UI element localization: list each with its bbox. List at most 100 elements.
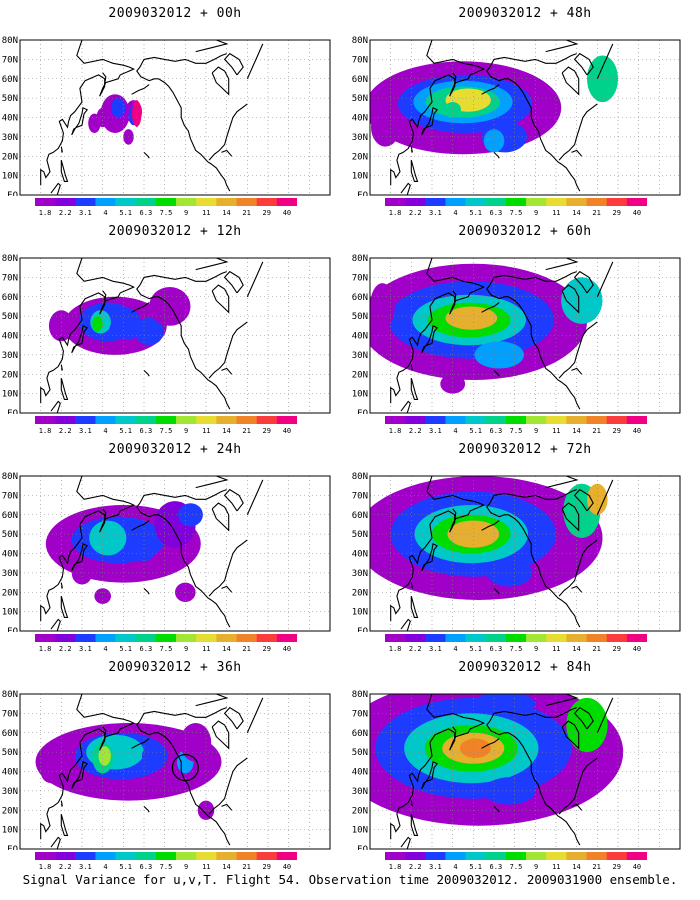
colorbar-label: 7.5 xyxy=(510,427,523,435)
colorbar-swatch xyxy=(586,852,607,860)
colorbar-label: 9 xyxy=(534,427,538,435)
coastline xyxy=(421,542,439,572)
colorbar-swatch xyxy=(405,198,426,206)
colorbar-label: 5.1 xyxy=(469,209,482,217)
variance-map: 80N70N60N50N40N30N20N10NEQ80E100E120E140… xyxy=(352,36,681,196)
colorbar-label: 4 xyxy=(453,427,457,435)
lat-tick-label: 20N xyxy=(2,152,18,162)
variance-map: 80N70N60N50N40N30N20N10NEQ80E100E120E140… xyxy=(2,254,331,414)
coastline xyxy=(211,502,230,532)
colorbar-swatch xyxy=(256,198,278,206)
coastline xyxy=(195,258,229,271)
colorbar-swatch xyxy=(505,416,527,424)
colorbar-swatch xyxy=(95,852,116,860)
colorbar-swatch xyxy=(256,852,278,860)
colorbar-swatch xyxy=(135,416,157,424)
coastline xyxy=(50,836,61,849)
colorbar-label: 6.3 xyxy=(490,427,503,435)
colorbar-label: 4 xyxy=(103,209,107,217)
coastline xyxy=(481,738,500,749)
lat-tick-label: 40N xyxy=(2,332,18,342)
lat-tick-label: 10N xyxy=(2,390,18,400)
lat-tick-label: 20N xyxy=(352,588,368,598)
coastline xyxy=(571,803,583,811)
colorbar-label: 14 xyxy=(572,209,580,217)
variance-region xyxy=(116,308,141,340)
colorbar-swatch xyxy=(176,416,197,424)
variance-map: 80N70N60N50N40N30N20N10NEQ80E100E120E140… xyxy=(2,690,331,850)
lat-tick-label: 50N xyxy=(2,748,18,758)
colorbar-label: 4 xyxy=(103,427,107,435)
lat-tick-label: 70N xyxy=(2,273,18,283)
coastline xyxy=(208,103,248,161)
coastline xyxy=(102,508,107,525)
variance-region xyxy=(134,318,164,346)
colorbar-swatch xyxy=(385,634,406,642)
panel-title: 2009032012 + 24h xyxy=(108,442,242,457)
colorbar-label: 3.1 xyxy=(79,863,92,871)
coastline xyxy=(410,159,419,182)
coastline xyxy=(489,271,577,286)
colorbar-swatch xyxy=(155,634,177,642)
coastline xyxy=(221,803,233,811)
colorbar-label: 40 xyxy=(283,427,291,435)
colorbar-swatch xyxy=(526,416,547,424)
coastline xyxy=(131,520,150,531)
colorbar-swatch xyxy=(526,198,547,206)
coastline xyxy=(208,539,248,597)
colorbar-swatch xyxy=(425,198,446,206)
colorbar-label: 3.1 xyxy=(429,427,442,435)
coastline xyxy=(40,40,136,186)
colorbar-label: 40 xyxy=(633,645,641,653)
panel-title: 2009032012 + 48h xyxy=(458,6,592,21)
variance-region xyxy=(444,102,461,118)
colorbar-label: 40 xyxy=(633,427,641,435)
coastline xyxy=(195,40,229,53)
coastline xyxy=(410,800,413,807)
lat-tick-label: 80N xyxy=(352,472,368,482)
lat-tick-label: 70N xyxy=(352,491,368,501)
target-region-outline xyxy=(132,100,142,127)
coastline xyxy=(452,508,457,525)
lat-tick-label: 40N xyxy=(352,550,368,560)
variance-region xyxy=(371,107,400,147)
colorbar: 1.8 2.2 3.1 4 5.1 6.3 7.5 9 11 14 21 29 40 xyxy=(385,198,647,217)
coastline xyxy=(40,258,136,404)
colorbar-swatch xyxy=(256,416,278,424)
colorbar-label: 7.5 xyxy=(510,645,523,653)
coastline xyxy=(481,302,500,313)
colorbar-label: 21 xyxy=(592,863,600,871)
variance-region xyxy=(133,100,140,128)
colorbar-swatch xyxy=(586,198,607,206)
colorbar-swatch xyxy=(445,634,466,642)
map-panel: 2009032012 + 84h 80N 70N 60N 50N 40N 30N 20N 10N… xyxy=(350,654,700,879)
coastline xyxy=(246,479,264,516)
coastline xyxy=(246,43,264,80)
map-panel: 2009032012 + 36h 80N 70N 60N 50N 40N 30N 20N 10N… xyxy=(0,654,350,879)
colorbar-swatch xyxy=(465,198,487,206)
colorbar-swatch xyxy=(216,852,237,860)
coastline xyxy=(596,43,614,80)
colorbar-label: 1.8 xyxy=(389,863,402,871)
coastline xyxy=(545,258,579,271)
panel-title: 2009032012 + 72h xyxy=(458,442,592,457)
colorbar-label: 2.2 xyxy=(409,427,422,435)
lat-tick-label: EQ xyxy=(357,191,368,196)
coastline xyxy=(421,324,439,354)
colorbar-swatch xyxy=(216,416,237,424)
coastline xyxy=(486,66,581,192)
colorbar-label: 1.8 xyxy=(39,427,52,435)
figure-caption: Signal Variance for u,v,T. Flight 54. Ob… xyxy=(22,872,678,887)
colorbar-swatch xyxy=(465,416,487,424)
coastline xyxy=(489,489,577,504)
colorbar-label: 4 xyxy=(103,645,107,653)
map-panel: 2009032012 + 12h 80N 70N 60N 50N 40N 30N 20N 10N… xyxy=(0,218,350,443)
colorbar-label: 21 xyxy=(592,209,600,217)
colorbar: 1.8 2.2 3.1 4 5.1 6.3 7.5 9 11 14 21 29 40 xyxy=(35,634,297,653)
lat-tick-label: 60N xyxy=(352,729,368,739)
variance-region xyxy=(587,483,608,515)
colorbar-swatch xyxy=(95,198,116,206)
colorbar-swatch xyxy=(566,634,587,642)
lat-tick-label: 40N xyxy=(2,114,18,124)
colorbar-label: 21 xyxy=(242,427,250,435)
